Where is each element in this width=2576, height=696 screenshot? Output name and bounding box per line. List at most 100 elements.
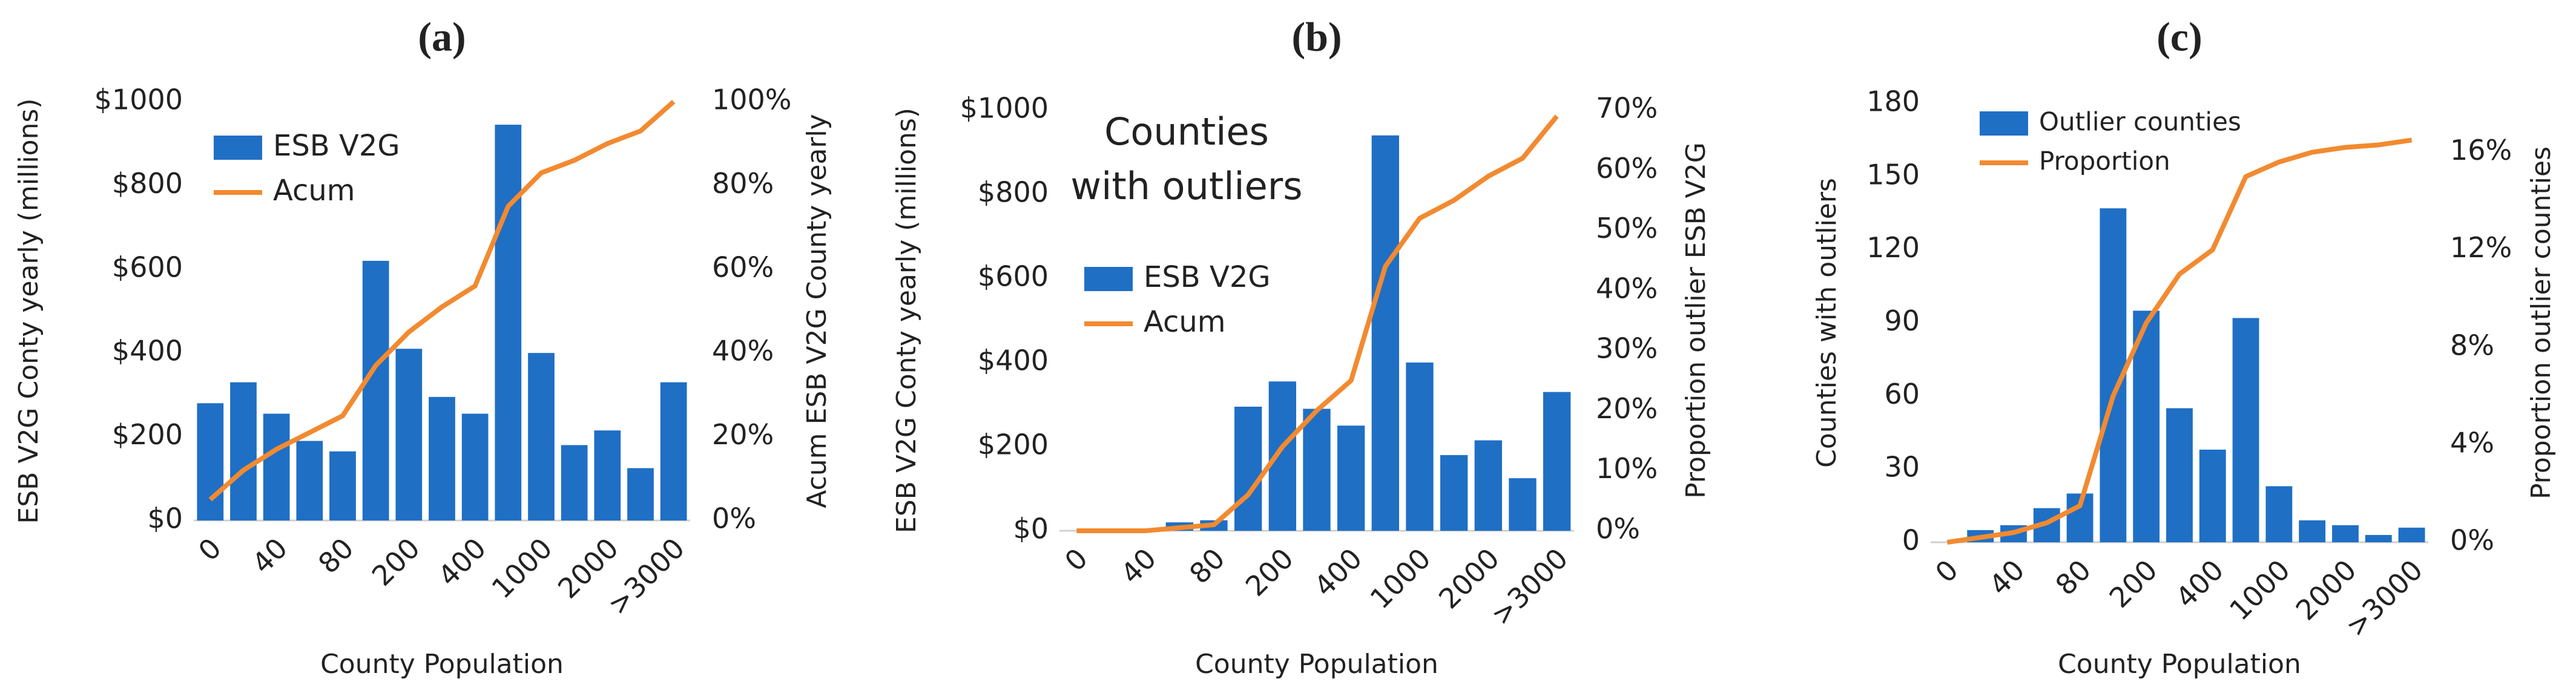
y-tick-label: 30 — [1884, 451, 1920, 484]
annotation: Counties — [1104, 110, 1269, 154]
bar — [395, 349, 423, 520]
panel-title: (c) — [2156, 14, 2202, 60]
y2-tick-label: 20% — [712, 418, 774, 451]
y-tick-label: $200 — [112, 418, 183, 451]
y2-tick-label: 60% — [1596, 152, 1658, 185]
y2-tick-label: 80% — [712, 167, 774, 200]
y2-tick-label: 60% — [712, 251, 774, 283]
legend-label: Proportion — [2039, 146, 2170, 176]
y-tick-label: $0 — [147, 502, 183, 535]
y2-tick-label: 0% — [1596, 513, 1640, 545]
annotation: with outliers — [1070, 164, 1302, 208]
bar — [329, 451, 356, 520]
legend-swatch — [1084, 267, 1133, 291]
bar — [1509, 478, 1537, 531]
legend-label: ESB V2G — [1144, 260, 1271, 294]
legend-swatch — [214, 136, 262, 160]
y2-tick-label: 100% — [712, 84, 792, 116]
y-tick-label: $200 — [978, 428, 1049, 461]
bar — [561, 445, 588, 520]
y2-axis-label: Proportion outlier counties — [2526, 146, 2557, 499]
panel-title: (a) — [418, 14, 466, 60]
legend-swatch — [1980, 111, 2028, 136]
bar — [2166, 408, 2193, 542]
legend-label: Outlier counties — [2039, 107, 2241, 137]
bar — [1234, 406, 1262, 531]
bar — [2199, 449, 2226, 542]
y-tick-label: 180 — [1866, 85, 1920, 118]
y2-tick-label: 40% — [712, 335, 774, 367]
x-tick-label: 200 — [1239, 542, 1300, 602]
y2-tick-label: 4% — [2450, 426, 2494, 459]
x-tick-label: >3000 — [1484, 542, 1574, 631]
y-tick-label: $0 — [1013, 513, 1049, 545]
bar — [2133, 310, 2160, 542]
legend-label: ESB V2G — [273, 129, 400, 163]
x-tick-label: 80 — [2049, 553, 2098, 602]
y-axis-label: Counties with outliers — [1811, 178, 1842, 468]
y-tick-label: 120 — [1866, 231, 1920, 264]
y-tick-label: 0 — [1902, 524, 1920, 557]
y2-tick-label: 16% — [2450, 134, 2512, 166]
bar — [1303, 409, 1331, 531]
bar — [263, 413, 290, 520]
bar — [197, 403, 224, 520]
x-axis-label: County Population — [2058, 649, 2301, 680]
line — [1946, 137, 2413, 545]
y-tick-label: $600 — [112, 251, 183, 283]
x-tick-label: 400 — [1308, 542, 1368, 602]
bar — [2332, 525, 2359, 542]
line — [1076, 114, 1559, 533]
y2-tick-label: 20% — [1596, 392, 1658, 425]
x-tick-label: 1000 — [486, 531, 559, 605]
y-tick-label: $1000 — [960, 92, 1049, 125]
bar — [528, 353, 555, 520]
bar — [1406, 363, 1434, 531]
bar — [660, 382, 687, 520]
x-tick-label: 40 — [246, 531, 294, 580]
legend-label: Acum — [273, 174, 355, 208]
x-tick-label: 40 — [1115, 542, 1163, 590]
y-tick-label: $600 — [978, 260, 1049, 293]
y2-tick-label: 8% — [2450, 329, 2494, 361]
bar — [594, 430, 621, 520]
y2-tick-label: 30% — [1596, 332, 1658, 365]
x-tick-label: 40 — [1983, 553, 2031, 602]
bar — [2265, 486, 2293, 542]
y2-tick-label: 40% — [1596, 272, 1658, 304]
y2-tick-label: 50% — [1596, 212, 1658, 245]
bar — [627, 468, 654, 520]
x-axis-label: County Population — [1195, 649, 1438, 680]
line — [208, 100, 676, 502]
bar — [1371, 135, 1399, 531]
bar — [2365, 534, 2392, 542]
x-tick-label: 0 — [1058, 542, 1094, 577]
bar — [2299, 520, 2326, 542]
y-tick-label: 60 — [1884, 378, 1920, 410]
legend-label: Acum — [1144, 305, 1226, 339]
x-tick-label: 400 — [2169, 553, 2230, 614]
y-tick-label: $400 — [978, 344, 1049, 377]
x-tick-label: 400 — [432, 531, 492, 592]
bar — [1543, 392, 1571, 531]
bar — [461, 413, 489, 520]
y-tick-label: $400 — [112, 335, 183, 367]
y2-tick-label: 70% — [1596, 92, 1658, 125]
y2-axis-label: Proportion outlier ESB V2G — [1681, 142, 1711, 499]
y-tick-label: $800 — [112, 167, 183, 200]
y-tick-label: $1000 — [94, 84, 183, 116]
bar — [1337, 425, 1365, 531]
bar — [1440, 455, 1468, 531]
bar — [495, 125, 522, 520]
x-tick-label: 1000 — [1364, 542, 1437, 615]
x-tick-label: 200 — [366, 531, 426, 592]
y2-tick-label: 0% — [2450, 524, 2494, 557]
bar — [429, 396, 455, 520]
y2-tick-label: 12% — [2450, 231, 2512, 264]
y-tick-label: 90 — [1884, 304, 1920, 337]
y2-tick-label: 0% — [712, 502, 756, 535]
x-tick-label: 0 — [1929, 553, 1965, 589]
x-axis-label: County Population — [320, 649, 564, 680]
y-axis-label: ESB V2G Conty yearly (millions) — [891, 108, 922, 533]
x-tick-label: 80 — [1183, 542, 1231, 590]
